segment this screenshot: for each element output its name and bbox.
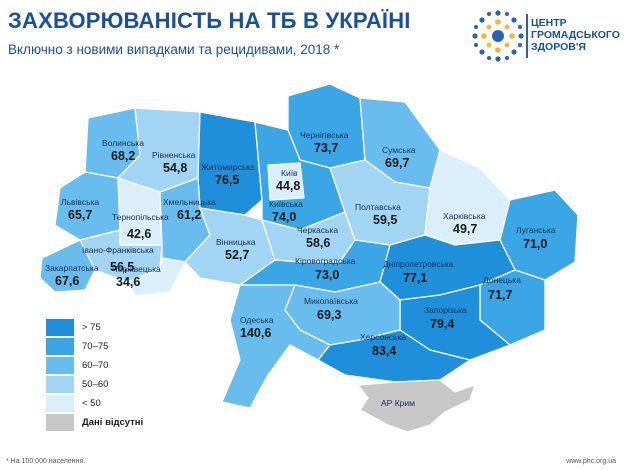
region-name: Черкаська	[297, 225, 338, 235]
region-value: 69,3	[317, 308, 341, 322]
legend-label: < 50	[82, 398, 101, 409]
region-value: 42,6	[127, 227, 151, 241]
region-name: АР Крим	[381, 398, 415, 408]
region-value: 67,6	[55, 274, 79, 288]
region-kyiv-city[interactable]	[267, 162, 305, 201]
phc-logo: ЦЕНТР ГРОМАДСЬКОГО ЗДОРОВ'Я	[470, 8, 620, 66]
logo-line: ЗДОРОВ'Я	[531, 41, 586, 53]
region-name: Донецька	[483, 275, 521, 285]
region-value: 54,8	[163, 161, 187, 175]
region-odesa[interactable]	[221, 284, 331, 409]
region-zakarpattia[interactable]	[39, 239, 96, 293]
region-value: 65,7	[68, 208, 92, 222]
region-name: Дніпропетровська	[383, 259, 454, 269]
region-value: 58,6	[306, 236, 330, 250]
region-value: 49,7	[453, 222, 477, 236]
page-title: ЗАХВОРЮВАНІСТЬ НА ТБ В УКРАЇНІ	[8, 8, 411, 33]
legend-label: 70–75	[82, 341, 109, 352]
region-name: Херсонська	[360, 332, 406, 342]
region-name: Полтавська	[355, 202, 401, 212]
region-name: Житомирська	[201, 162, 255, 172]
region-chernivtsi[interactable]	[127, 257, 186, 297]
logo-emblem-icon	[472, 10, 524, 62]
page-subtitle: Включно з новими випадками та рецидивами…	[8, 42, 340, 57]
region-value: 71,7	[488, 288, 512, 302]
region-crimea	[357, 379, 476, 433]
legend-label: 50–60	[82, 379, 109, 390]
legend-swatch	[46, 395, 74, 412]
region-value: 61,2	[177, 208, 201, 222]
region-value: 74,0	[272, 210, 296, 224]
region-name: Тернопільська	[112, 212, 169, 222]
region-name: Закарпатська	[45, 263, 99, 273]
map-legend: > 75 70–75 60–70 50–60 < 50 Дані відсутн…	[46, 318, 143, 432]
region-value: 83,4	[372, 344, 396, 358]
region-kherson[interactable]	[317, 329, 471, 383]
legend-item: 50–60	[46, 375, 143, 394]
region-value: 73,7	[314, 141, 338, 155]
region-value: 52,7	[225, 248, 249, 262]
region-name: Одеська	[240, 315, 274, 325]
region-value: 68,2	[111, 149, 135, 163]
region-name: Івано-Франківська	[82, 245, 154, 255]
legend-swatch	[46, 357, 74, 374]
legend-label: 60–70	[82, 360, 109, 371]
region-name: Кіровоградська	[295, 256, 356, 266]
region-value: 34,6	[116, 275, 140, 289]
region-value: 44,8	[276, 179, 300, 193]
region-name: Сумська	[382, 145, 416, 155]
website-link[interactable]: www.phc.org.ua	[566, 458, 616, 465]
footnote: * На 100 000 населення.	[6, 458, 86, 465]
region-shapes	[39, 83, 579, 433]
legend-item: 60–70	[46, 356, 143, 375]
region-name: Запорізька	[424, 305, 467, 315]
region-value: 69,7	[385, 156, 409, 170]
region-value: 140,6	[240, 326, 271, 340]
region-value: 71,0	[523, 237, 547, 251]
region-labels: Волинська 68,2 Рівненська 54,8 Житомирсь…	[45, 130, 556, 408]
legend-swatch	[46, 319, 74, 336]
region-name: Чернігівська	[300, 130, 349, 140]
region-name: Вінницька	[216, 237, 256, 247]
legend-item: Дані відсутні	[46, 413, 143, 432]
legend-swatch	[46, 414, 74, 431]
region-chernihiv[interactable]	[287, 83, 366, 169]
region-ivano-frankivsk[interactable]	[79, 229, 163, 283]
region-name: Хмельницька	[163, 197, 216, 207]
region-value: 56,5	[110, 260, 134, 274]
legend-label: Дані відсутні	[82, 417, 144, 428]
region-name: Волинська	[102, 138, 144, 148]
region-name: Чернівецька	[112, 264, 161, 274]
legend-item: > 75	[46, 318, 143, 337]
region-name: Київська	[269, 199, 303, 209]
region-value: 73,0	[315, 268, 339, 282]
region-name: Миколаївська	[304, 296, 358, 306]
region-name: Рівненська	[152, 150, 196, 160]
region-name: Харківська	[443, 211, 486, 221]
logo-line: ГРОМАДСЬКОГО	[531, 29, 620, 41]
region-name: Львівська	[61, 197, 99, 207]
region-value: 76,5	[215, 173, 239, 187]
legend-item: 70–75	[46, 337, 143, 356]
legend-label: > 75	[82, 322, 101, 333]
legend-item: < 50	[46, 394, 143, 413]
legend-swatch	[46, 338, 74, 355]
region-value: 77,1	[403, 271, 427, 285]
region-name: Луганська	[516, 225, 556, 235]
region-value: 59,5	[373, 213, 397, 227]
ukraine-map: Волинська 68,2 Рівненська 54,8 Житомирсь…	[39, 83, 579, 433]
logo-line: ЦЕНТР	[531, 17, 567, 29]
legend-swatch	[46, 376, 74, 393]
region-value: 79,4	[430, 317, 454, 331]
region-name: Київ	[281, 168, 298, 178]
logo-text: ЦЕНТР ГРОМАДСЬКОГО ЗДОРОВ'Я	[531, 17, 620, 53]
